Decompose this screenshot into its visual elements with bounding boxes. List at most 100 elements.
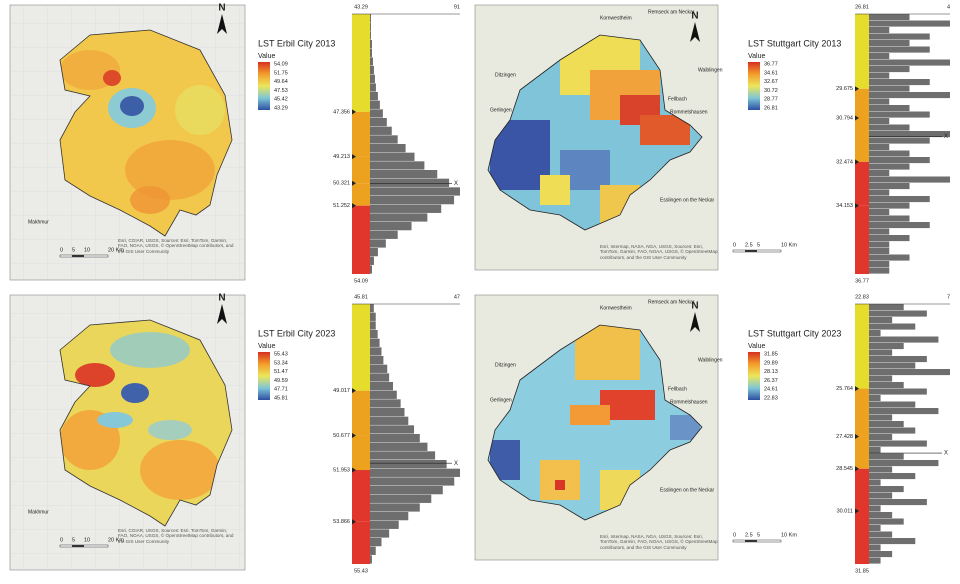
legend-ramp [748,352,760,400]
histogram-bar [370,373,390,382]
histogram-bar [370,408,405,417]
count-max: 7 [947,294,950,300]
break-handle [352,154,356,160]
histogram-bar [869,111,930,118]
break-label: 47.356 [333,109,350,115]
histogram-bar [869,98,890,105]
histogram-bar [869,323,916,330]
class-band [352,14,370,112]
legend-value: 49.59 [274,378,288,384]
histogram-bar [869,254,910,261]
histogram-bar [869,14,910,21]
legend-value: 26.81 [764,105,778,111]
legend-value: 34.61 [764,70,778,76]
map-erbil-2013 [9,4,246,281]
histogram-bar [869,235,910,242]
break-label: 53.866 [333,519,350,525]
place-name: Fellbach [668,386,687,392]
place-name: Kornwestheim [600,305,632,311]
panel: N Makhmur Esri, CGIAR, USGS, Sources: Esri… [28,3,460,284]
histogram-bar [869,85,910,92]
histogram-bar [869,209,890,216]
legend-label: Value [748,53,765,60]
histogram-min: 22.83 [855,294,869,300]
histogram-bar [370,330,378,339]
histogram-bar [370,92,378,101]
histogram-bar [869,310,927,317]
histogram-bar [869,395,881,402]
attribution: Esri, Intermap, NASA, NGA, USGS, Sources… [600,244,718,260]
place-name: Makhmur [28,509,49,515]
histogram-bar [370,416,409,425]
break-handle [855,508,859,514]
histogram-bar [869,538,916,545]
histogram-bar [370,312,376,321]
histogram-bar [370,555,372,564]
scale-bar-fill [72,255,84,257]
legend-value: 45.42 [274,97,288,103]
histogram-bar [370,31,371,40]
histogram-bar [869,79,930,86]
histogram-bar [370,399,401,408]
legend-value: 54.09 [274,61,288,67]
histogram-bar [370,22,371,31]
legend-value: 30.72 [764,88,778,94]
histogram-bar [869,466,893,473]
histogram-bar [869,551,893,558]
histogram-bar [370,425,415,434]
histogram-bar [370,57,373,66]
scale-label: 5 [72,537,75,543]
break-label: 29.675 [836,86,853,92]
legend-value: 28.13 [764,369,778,375]
histogram-bar [869,414,893,421]
break-label: 30.011 [837,508,853,514]
class-band [855,88,869,118]
histogram-bar [869,427,916,434]
histogram-bar [869,486,904,493]
break-handle [352,180,356,186]
place-name: Gerlingen [490,107,512,113]
break-label: 49.017 [333,388,350,394]
legend-value: 31.85 [764,351,778,357]
place-name: Makhmur [28,219,49,225]
class-band [352,183,370,206]
histogram-bar [869,157,930,164]
map-stuttgart-2023 [474,294,719,561]
histogram-bar [869,492,893,499]
legend-value: 47.71 [274,387,288,393]
histogram-bar [869,317,893,324]
histogram-bar [370,468,460,477]
break-label: 27.428 [836,434,853,440]
histogram-bar [370,126,392,135]
histogram-bar [370,546,376,555]
place-name: Rommelshausen [670,109,708,115]
scale-label: 0 [60,537,63,543]
panel: N Kornwestheim Remseck am Neckar Ditzingen W… [490,4,950,284]
attribution-text: Esri, Intermap, NASA, NGA, USGS, Sources… [600,534,718,550]
mean-marker-label: X [454,461,458,467]
break-handle [352,519,356,525]
histogram-bar [869,176,950,183]
histogram-bar [370,338,380,347]
place-name: Waiblingen [698,357,723,363]
legend-value: 47.53 [274,88,288,94]
histogram-bar [869,118,890,125]
north-label: N [691,301,698,312]
histogram-bar [370,109,383,118]
histogram-bar [370,178,450,187]
boundary [59,29,233,237]
attribution-text: Esri, CGIAR, USGS, Sources: Esri, TomTom… [118,528,234,544]
histogram-bar [370,460,447,469]
break-handle [352,467,356,473]
histogram-bar [370,48,372,57]
place-name: Ditzingen [495,72,516,78]
legend-value: 49.64 [274,79,288,85]
histogram-bar [869,460,939,467]
histogram-bar [869,241,890,248]
histogram-bar [869,222,930,229]
histogram-bar [869,440,927,447]
legend-title: LST Stuttgart City 2023 [748,328,841,338]
place-name: Fellbach [668,96,687,102]
break-label: 32.474 [836,159,853,165]
